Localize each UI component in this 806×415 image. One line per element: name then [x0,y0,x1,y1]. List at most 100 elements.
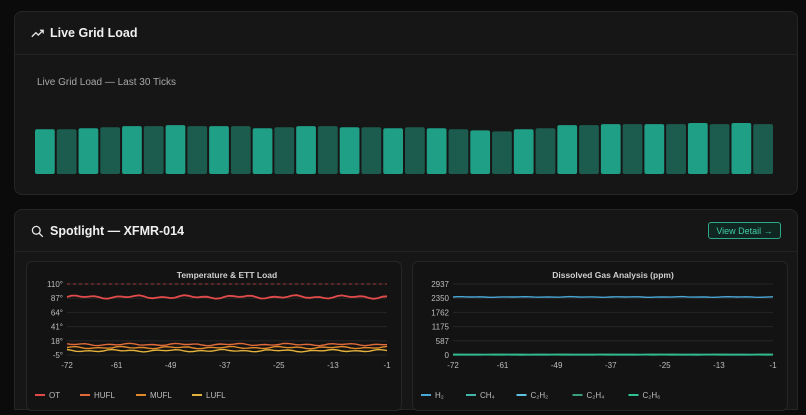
x-tick-label: -37 [219,361,231,370]
legend-item[interactable]: MUFL [136,391,172,400]
legend-label: OT [49,391,60,400]
y-tick-label: 1762 [431,308,449,317]
grid-load-bar [470,130,490,174]
grid-load-bar [644,124,664,174]
y-tick-label: 110° [47,280,63,289]
grid-load-bar [383,128,403,174]
x-tick-label: -72 [447,361,459,370]
legend-label: H₂ [435,391,444,400]
grid-load-bar [601,124,621,174]
grid-load-bar [187,126,207,174]
legend-item[interactable]: C₂H₆ [629,391,661,400]
chart-title: Temperature & ETT Load [177,270,277,280]
grid-load-bar [144,126,164,174]
series-line [67,350,387,352]
header-divider [15,54,797,55]
x-tick-label: -13 [327,361,339,370]
x-tick-label: -25 [273,361,285,370]
legend-item[interactable]: OT [35,391,60,400]
search-icon [31,225,44,238]
x-tick-label: -13 [713,361,725,370]
grid-load-bar [209,126,229,174]
legend-item[interactable]: HUFL [80,391,115,400]
legend-label: C₂H₆ [643,391,661,400]
legend-label: C₂H₄ [587,391,605,400]
x-tick-label: -49 [551,361,563,370]
grid-load-bar [579,125,599,174]
spotlight-title: Spotlight — XFMR-014 [31,224,184,238]
grid-load-bar [449,129,469,174]
grid-load-bar [35,129,55,174]
grid-load-bar [340,127,360,174]
grid-load-bar [122,126,142,174]
grid-load-bar [492,131,512,174]
series-line [453,297,773,298]
live-grid-load-card: Live Grid Load Live Grid Load — Last 30 … [14,11,798,195]
x-tick-label: -25 [659,361,671,370]
y-tick-label: 41° [51,323,63,332]
dissolved-gas-panel: Dissolved Gas Analysis (ppm) 2937 2350 1762… [412,261,788,411]
dissolved-gas-chart: Dissolved Gas Analysis (ppm) 2937 2350 1762… [413,262,787,410]
x-tick-label: -1 [769,361,777,370]
y-tick-label: 18° [51,337,63,346]
legend-item[interactable]: C₂H₄ [573,391,605,400]
grid-load-bar [731,123,751,174]
x-tick-label: -61 [497,361,509,370]
grid-load-subtitle: Live Grid Load — Last 30 Ticks [37,77,176,88]
grid-load-bar [79,128,99,174]
grid-load-bar [623,124,643,174]
live-grid-load-title-text: Live Grid Load [50,26,138,40]
legend-item[interactable]: CH₄ [466,391,495,400]
y-tick-label: -5° [53,351,63,360]
grid-load-bar [557,125,577,174]
grid-load-bar [710,124,730,174]
grid-load-bar [166,125,186,174]
grid-load-bar [57,129,77,174]
grid-load-bar [318,126,338,174]
grid-load-bar [231,126,251,174]
view-detail-button[interactable]: View Detail → [708,222,781,239]
y-tick-label: 587 [436,337,450,346]
spotlight-card: Spotlight — XFMR-014 View Detail → Tempe… [14,209,798,410]
grid-load-bar [361,127,381,174]
y-tick-label: 2937 [431,280,449,289]
legend-item[interactable]: LUFL [192,391,226,400]
grid-load-bar-chart [35,122,795,182]
legend-item[interactable]: C₂H₂ [517,391,549,400]
legend-item[interactable]: H₂ [421,391,444,400]
y-tick-label: 87° [51,294,63,303]
x-tick-label: -1 [383,361,391,370]
y-tick-label: 2350 [431,294,449,303]
grid-load-bar [753,124,773,174]
y-tick-label: 0 [445,351,450,360]
grid-load-bar [427,128,447,174]
grid-load-bar [536,128,556,174]
grid-load-bar [296,126,316,174]
grid-load-bar [666,124,686,174]
trending-up-icon [31,27,44,40]
grid-load-bar [688,123,708,174]
x-tick-label: -61 [111,361,123,370]
temperature-chart: Temperature & ETT Load 110° 87° 64° 41° 18° -5… [27,262,401,410]
legend-label: HUFL [94,391,115,400]
grid-load-bar [405,127,425,174]
legend-label: MUFL [150,391,172,400]
y-tick-label: 1175 [432,323,450,332]
x-tick-label: -49 [165,361,177,370]
x-tick-label: -37 [605,361,617,370]
spotlight-title-text: Spotlight — XFMR-014 [50,224,184,238]
grid-load-bar [514,129,534,174]
temperature-panel: Temperature & ETT Load 110° 87° 64° 41° 18° -5… [26,261,402,411]
series-line [67,343,387,345]
spotlight-divider [15,251,797,252]
grid-load-bar [253,128,273,174]
chart-title: Dissolved Gas Analysis (ppm) [552,270,674,280]
legend-label: LUFL [206,391,226,400]
x-tick-label: -72 [61,361,73,370]
legend-label: C₂H₂ [531,391,549,400]
y-tick-label: 64° [51,308,63,317]
grid-load-bar [274,127,294,174]
live-grid-load-title: Live Grid Load [31,26,138,40]
grid-load-bar [100,127,120,174]
series-line [67,346,387,348]
